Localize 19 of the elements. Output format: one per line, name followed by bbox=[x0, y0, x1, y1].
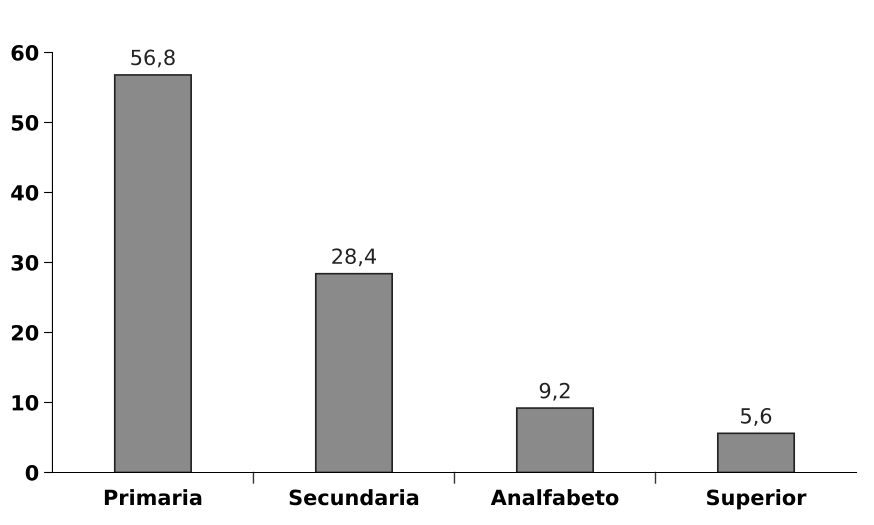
y-tick-label: 30 bbox=[12, 254, 38, 271]
data-label: 56,8 bbox=[131, 50, 175, 68]
bar bbox=[114, 74, 192, 472]
data-label: 28,4 bbox=[332, 248, 376, 266]
x-tick-label: Analfabeto bbox=[490, 489, 618, 506]
x-tick-label: Superior bbox=[707, 489, 806, 510]
y-tick-label: 10 bbox=[12, 394, 38, 411]
y-tick-label: 50 bbox=[12, 114, 38, 131]
x-tick-label: Secundaria bbox=[290, 489, 418, 506]
y-tick-label: 60 bbox=[12, 44, 38, 61]
y-tick-label: 0 bbox=[26, 464, 38, 481]
data-label: 5,6 bbox=[741, 408, 772, 426]
bar bbox=[314, 272, 393, 472]
bar bbox=[516, 407, 594, 472]
data-label: 9,2 bbox=[540, 382, 570, 401]
x-tick-label: Primaria bbox=[104, 489, 202, 506]
y-tick-label: 40 bbox=[11, 184, 38, 201]
y-tick-label: 20 bbox=[12, 324, 38, 341]
bar bbox=[716, 432, 796, 472]
